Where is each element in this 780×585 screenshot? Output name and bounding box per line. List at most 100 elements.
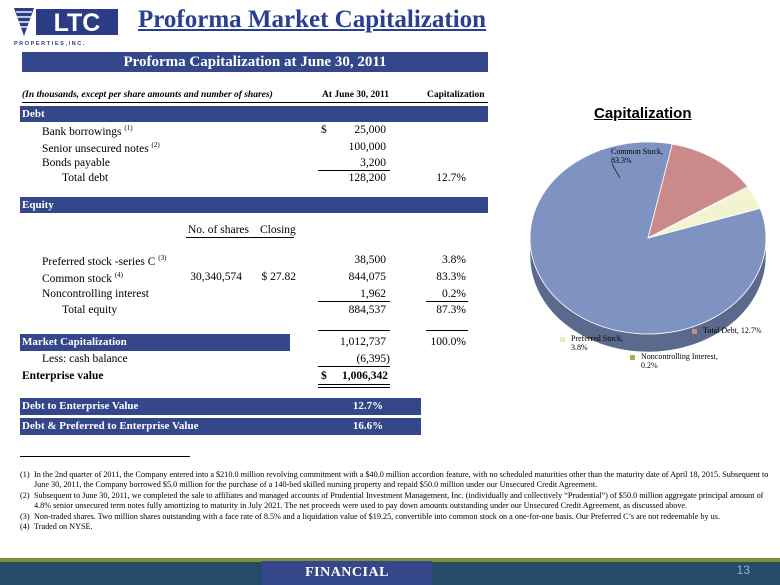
debt-ev-value: 12.7% — [352, 400, 384, 412]
legend-pref-text: Preferred Stock, 3.8% — [571, 334, 623, 352]
legend-preferred: Preferred Stock, 3.8% — [560, 334, 627, 352]
bank-dollar: $ — [321, 124, 327, 136]
legend-nci: Noncontrolling Interest, 0.2% — [630, 352, 721, 370]
ev-label: Enterprise value — [22, 370, 104, 382]
footnote-rule — [20, 456, 190, 457]
footnote-4-num: (4) — [20, 522, 30, 532]
footnote-1-num: (1) — [20, 470, 30, 479]
senior-label: Senior unsecured notes — [42, 142, 149, 155]
common-closing: $ 27.82 — [261, 271, 297, 283]
col-header-closing: Closing — [260, 224, 296, 236]
footnote-4-text: Traded on NYSE. — [34, 522, 93, 532]
col-header-shares: No. of shares — [188, 224, 249, 236]
ev-dollar: $ — [321, 370, 327, 382]
footer-accent — [0, 558, 780, 562]
bank-label: Bank borrowings — [42, 125, 122, 138]
ev-value: 1,006,342 — [342, 370, 388, 382]
legend-common: Common Stock, 83.3% — [600, 147, 671, 165]
col-header-date: At June 30, 2011 — [322, 90, 390, 100]
pref-value: 38,500 — [354, 254, 386, 266]
footnote-ref-3: (3) — [158, 254, 167, 262]
footnotes: (1) In the 2nd quarter of 2011, the Comp… — [20, 470, 772, 532]
section-debt: Debt — [20, 106, 488, 122]
logo-tagline: P R O P E R T I E S , I N C . — [14, 41, 85, 47]
footnote-1-text: In the 2nd quarter of 2011, the Company … — [34, 470, 769, 490]
footnote-1: (1) In the 2nd quarter of 2011, the Comp… — [20, 470, 772, 491]
nci-value: 1,962 — [360, 288, 386, 300]
senior-value: 100,000 — [348, 141, 386, 153]
market-cap-value: 1,012,737 — [340, 336, 386, 348]
ltc-logo: LTC P R O P E R T I E S , I N C . — [14, 8, 118, 47]
legend-nci-text: Noncontrolling Interest, 0.2% — [641, 352, 718, 370]
market-cap-pct-rule — [426, 330, 468, 331]
debt-subtotal-rule — [318, 170, 390, 171]
legend-total-debt: Total Debt, 12.7% — [692, 326, 765, 335]
nci-pct: 0.2% — [442, 288, 466, 300]
page-title: Proforma Market Capitalization — [138, 6, 487, 33]
ev-double-rule — [318, 384, 390, 388]
units-note: (In thousands, except per share amounts … — [22, 90, 273, 100]
footnote-2-num: (2) — [20, 490, 30, 500]
total-debt-label: Total debt — [62, 172, 109, 184]
footnote-3-num: (3) — [20, 511, 30, 521]
debt-pref-ev-value: 16.6% — [352, 420, 384, 432]
col-header-cap: Capitalization — [427, 90, 485, 100]
market-cap-band: Market Capitalization — [20, 334, 290, 351]
total-debt-pct: 12.7% — [436, 172, 466, 184]
pie-slice-total-debt — [647, 143, 749, 239]
chart-title: Capitalization — [594, 105, 692, 122]
bonds-value: 3,200 — [360, 157, 386, 169]
footnote-ref-1: (1) — [124, 124, 133, 132]
legend-nci-swatch — [630, 354, 635, 360]
page-number: 13 — [736, 563, 750, 577]
pref-pct: 3.8% — [442, 254, 466, 266]
header-rule — [22, 102, 488, 103]
total-debt-value: 128,200 — [348, 172, 386, 184]
logo-letters: LTC — [54, 9, 101, 37]
pie-slice-preferred-stock — [647, 187, 761, 239]
nci-label: Noncontrolling interest — [42, 288, 149, 300]
debt-pref-ev-label: Debt & Preferred to Enterprise Value — [22, 420, 199, 432]
legend-pref-swatch — [560, 336, 565, 342]
market-cap-pct: 100.0% — [430, 336, 466, 348]
equity-subtotal-rule — [318, 301, 390, 302]
total-equity-value: 884,537 — [348, 304, 386, 316]
common-pct: 83.3% — [436, 271, 466, 283]
common-label: Common stock — [42, 272, 112, 285]
row-bank-borrowings: Bank borrowings (1) — [42, 124, 133, 138]
equity-col-rule — [186, 237, 294, 238]
row-senior-notes: Senior unsecured notes (2) — [42, 141, 160, 155]
cash-rule — [318, 366, 390, 367]
debt-ev-label: Debt to Enterprise Value — [22, 400, 139, 412]
common-shares: 30,340,574 — [190, 271, 242, 283]
legend-common-swatch — [600, 149, 605, 155]
capitalization-pie-chart — [529, 141, 767, 353]
bonds-label: Bonds payable — [42, 157, 111, 169]
footnote-3: (3) Non-traded shares. Two million share… — [20, 512, 772, 522]
row-common: Common stock (4) — [42, 271, 123, 285]
section-equity: Equity — [20, 197, 488, 213]
legend-common-text: Common Stock, 83.3% — [611, 147, 664, 165]
total-equity-label: Total equity — [62, 304, 118, 316]
debt-to-ev-band: Debt to Enterprise Value 12.7% — [20, 398, 421, 415]
common-value: 844,075 — [348, 271, 386, 283]
bank-value: 25,000 — [354, 124, 386, 136]
cash-value: (6,395) — [356, 353, 390, 365]
row-preferred: Preferred stock -series C (3) — [42, 254, 166, 268]
footnote-2-text: Subsequent to June 30, 2011, we complete… — [34, 490, 764, 511]
equity-pct-rule — [426, 301, 468, 302]
legend-debt-swatch — [692, 328, 697, 334]
logo-stripes — [14, 8, 34, 36]
pref-label: Preferred stock -series C — [42, 255, 156, 268]
leader-line-common — [611, 163, 621, 179]
footnote-3-text: Non-traded shares. Two million shares ou… — [34, 511, 720, 521]
cash-label: Less: cash balance — [42, 353, 128, 365]
total-equity-pct: 87.3% — [436, 304, 466, 316]
footnote-ref-4: (4) — [114, 271, 124, 279]
footnote-4: (4) Traded on NYSE. — [20, 522, 772, 532]
footnote-2: (2) Subsequent to June 30, 2011, we comp… — [20, 491, 772, 512]
market-cap-rule — [318, 330, 390, 331]
footer-section-label: FINANCIAL — [262, 561, 432, 585]
debt-pref-to-ev-band: Debt & Preferred to Enterprise Value 16.… — [20, 418, 421, 435]
table-title-band: Proforma Capitalization at June 30, 2011 — [22, 52, 488, 72]
